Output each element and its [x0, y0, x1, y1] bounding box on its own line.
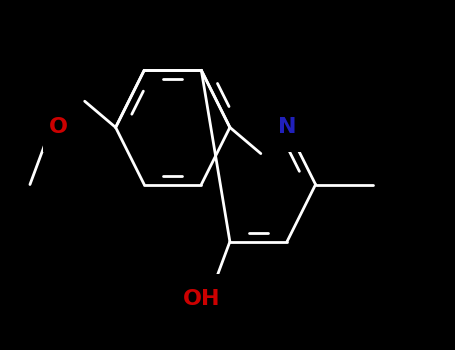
FancyBboxPatch shape — [172, 274, 231, 323]
FancyBboxPatch shape — [43, 103, 74, 152]
Text: OH: OH — [182, 289, 220, 309]
FancyBboxPatch shape — [272, 103, 302, 152]
Text: N: N — [278, 117, 296, 138]
Text: O: O — [49, 117, 68, 138]
